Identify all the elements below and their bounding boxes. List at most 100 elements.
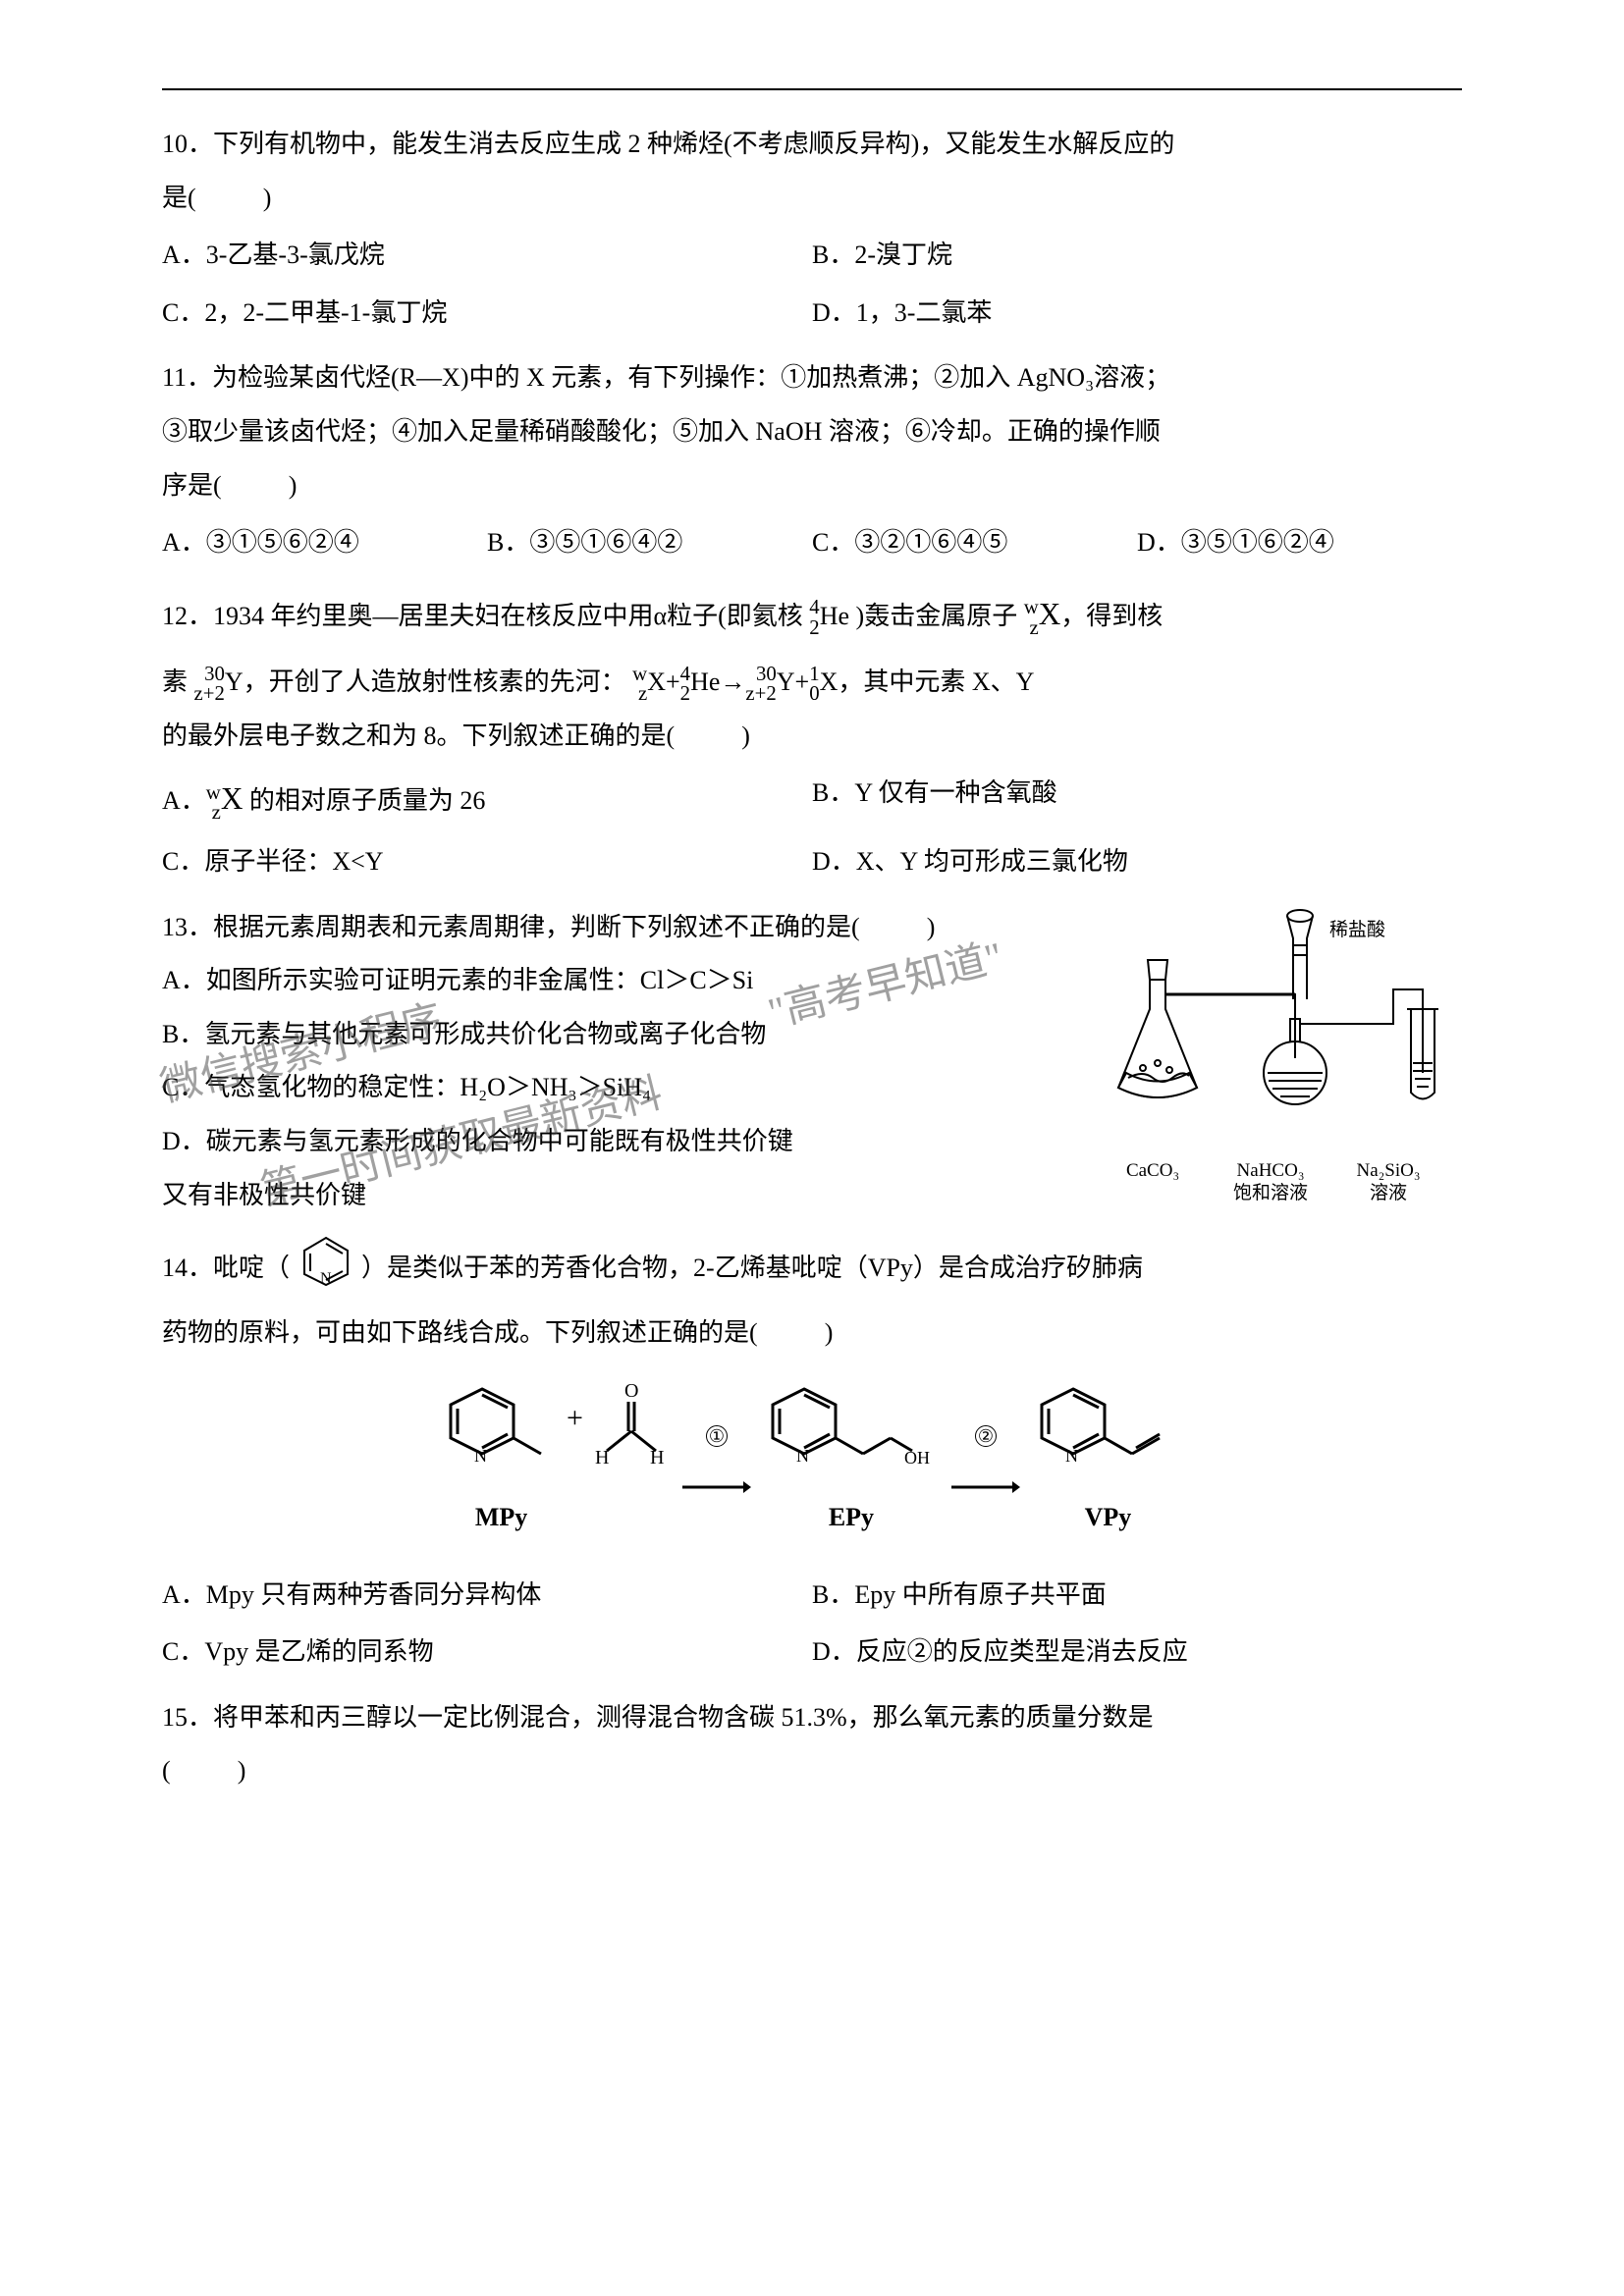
question-14: 14．吡啶（ N ）是类似于苯的芳香化合物，2-乙烯基吡啶（VPy）是合成治疗矽… xyxy=(162,1234,1462,1680)
svg-text:H: H xyxy=(650,1447,664,1466)
q10-number: 10． xyxy=(162,130,213,158)
q12-a-pre: A． xyxy=(162,786,206,815)
rxn-n: 10 xyxy=(809,665,819,706)
q11-number: 11． xyxy=(162,363,212,392)
svg-text:N: N xyxy=(474,1446,487,1466)
he-sym: He xyxy=(820,602,849,630)
q12-stem1c: ，得到核 xyxy=(1060,602,1163,630)
xa-sym: X xyxy=(221,781,244,816)
q13-opt-a: A．如图所示实验可证明元素的非金属性：Cl＞C＞Si xyxy=(162,954,1089,1008)
q14-number: 14． xyxy=(162,1254,213,1282)
q11-opt-b: B．③⑤①⑥④② xyxy=(487,516,812,570)
q11-opt-c: C．③②①⑥④⑤ xyxy=(812,516,1137,570)
q11-paren-space xyxy=(222,471,289,500)
q12-stem1b: )轰击金属原子 xyxy=(849,602,1024,630)
q15-paren-open: ( xyxy=(162,1756,171,1785)
apparatus-svg: 稀盐酸 xyxy=(1099,901,1462,1142)
q14-plus: + xyxy=(567,1402,583,1434)
svg-text:N: N xyxy=(320,1270,332,1287)
q10-opt-c: C．2，2-二甲基-1-氯丁烷 xyxy=(162,287,812,341)
rxn-he: 42 xyxy=(680,665,690,706)
rxn-x-sym: X xyxy=(647,667,666,696)
flask2-label: NaHCO₃饱和溶液 xyxy=(1207,1160,1334,1205)
flask1-label: CaCO₃ xyxy=(1099,1160,1207,1205)
question-13: 13．根据元素周期表和元素周期律，判断下列叙述不正确的是( ) A．如图所示实验… xyxy=(162,901,1462,1223)
q12-paren-close: ) xyxy=(741,721,750,750)
arrow2: ② xyxy=(951,1408,1020,1515)
mol-hcho: O H H xyxy=(589,1377,668,1544)
q14-stem1b: ）是类似于苯的芳香化合物，2-乙烯基吡啶（VPy）是合成治疗矽肺病 xyxy=(361,1254,1143,1282)
rxn-plus2: + xyxy=(795,667,810,696)
q11-opt-a: A．③①⑤⑥②④ xyxy=(162,516,487,570)
q12-stem2b: ，开创了人造放射性核素的先河： xyxy=(244,667,626,696)
nuc-xa: wz xyxy=(206,783,221,825)
q13-opt-b: B．氢元素与其他元素可形成共价化合物或离子化合物 xyxy=(162,1008,1089,1062)
q14-opt-c: C．Vpy 是乙烯的同系物 xyxy=(162,1626,812,1680)
q11-stem1: 为检验某卤代烃(R—X)中的 X 元素，有下列操作：①加热煮沸；②加入 AgNO… xyxy=(212,363,1170,392)
q12-stem3: 的最外层电子数之和为 8。下列叙述正确的是( xyxy=(162,721,675,750)
q11-stem3: 序是( xyxy=(162,471,222,500)
svg-text:N: N xyxy=(796,1446,809,1466)
q14-stem2: 药物的原料，可由如下路线合成。下列叙述正确的是( xyxy=(162,1318,758,1347)
rxn-y-sym: Y xyxy=(777,667,795,696)
q14-stem1a: 吡啶（ xyxy=(213,1254,290,1282)
q12-stem2a: 素 xyxy=(162,667,194,696)
q12-stem1a: 1934 年约里奥—居里夫妇在核反应中用α粒子(即氦核 xyxy=(213,602,809,630)
rxn-arrow: → xyxy=(720,667,745,696)
svg-text:OH: OH xyxy=(904,1448,930,1466)
q13-opt-c: C．气态氢化物的稳定性：H₂O＞NH₃＞SiH₄ xyxy=(162,1061,1089,1115)
arrow1: ① xyxy=(682,1408,751,1515)
question-10: 10．下列有机物中，能发生消去反应生成 2 种烯烃(不考虑顺反异构)，又能发生水… xyxy=(162,118,1462,340)
y-iso-sym: Y xyxy=(225,667,244,696)
q10-paren-close: ) xyxy=(263,184,272,212)
rxn-y: 30z+2 xyxy=(745,665,776,706)
q14-opt-b: B．Epy 中所有原子共平面 xyxy=(812,1569,1462,1623)
svg-text:H: H xyxy=(595,1447,609,1466)
q10-opt-b: B．2-溴丁烷 xyxy=(812,229,1462,283)
rxn-he-sym: He xyxy=(690,667,720,696)
q12-opt-d: D．X、Y 均可形成三氯化物 xyxy=(812,835,1462,889)
q12-stem2c: ，其中元素 X、Y xyxy=(838,667,1034,696)
q15-stem: 将甲苯和丙三醇以一定比例混合，测得混合物含碳 51.3%，那么氧元素的质量分数是 xyxy=(213,1703,1154,1732)
pyridine-icon: N xyxy=(297,1234,355,1307)
q13-opt-d: D．碳元素与氢元素形成的化合物中可能既有极性共价键 xyxy=(162,1115,1089,1169)
rxn-x: wz xyxy=(632,665,647,706)
q12-opt-b: B．Y 仅有一种含氧酸 xyxy=(812,767,1462,831)
q10-opt-d: D．1，3-二氯苯 xyxy=(812,287,1462,341)
q13-paren-close: ) xyxy=(927,913,936,941)
svg-text:N: N xyxy=(1065,1446,1078,1466)
q12-opt-c: C．原子半径：X<Y xyxy=(162,835,812,889)
q13-figure: 稀盐酸 CaCO₃ NaHCO₃饱和溶液 Na₂SiO₃溶液 xyxy=(1099,901,1462,1223)
nuclide-he: 42 xyxy=(809,598,819,639)
q13-opt-d2: 又有非极性共价键 xyxy=(162,1169,1089,1223)
q10-stem-b: 是( xyxy=(162,184,196,212)
q11-opt-d: D．③⑤①⑥②④ xyxy=(1137,516,1462,570)
rxn-n-sym: X xyxy=(820,667,839,696)
mol-epy: N OH EPy xyxy=(765,1377,937,1544)
q15-number: 15． xyxy=(162,1703,213,1732)
q10-stem-a: 下列有机物中，能发生消去反应生成 2 种烯烃(不考虑顺反异构)，又能发生水解反应… xyxy=(213,130,1174,158)
mol-mpy: N MPy xyxy=(443,1377,561,1544)
q12-number: 12． xyxy=(162,602,213,630)
q12-opt-a: A．wzX 的相对原子质量为 26 xyxy=(162,767,812,831)
svg-text:O: O xyxy=(624,1380,638,1402)
question-15: 15．将甲苯和丙三醇以一定比例混合，测得混合物含碳 51.3%，那么氧元素的质量… xyxy=(162,1691,1462,1798)
q13-stem: 根据元素周期表和元素周期律，判断下列叙述不正确的是( xyxy=(213,913,860,941)
flask3-label: Na₂SiO₃溶液 xyxy=(1334,1160,1442,1205)
mol-vpy: N VPy xyxy=(1034,1377,1181,1544)
question-11: 11．为检验某卤代烃(R—X)中的 X 元素，有下列操作：①加热煮沸；②加入 A… xyxy=(162,351,1462,569)
question-12: 12．1934 年约里奥—居里夫妇在核反应中用α粒子(即氦核 42He )轰击金… xyxy=(162,582,1462,889)
q15-paren-close: ) xyxy=(238,1756,246,1785)
q10-paren-space xyxy=(196,184,263,212)
q11-stem2: ③取少量该卤代烃；④加入足量稀硝酸酸化；⑤加入 NaOH 溶液；⑥冷却。正确的操… xyxy=(162,405,1462,459)
q14-paren-close: ) xyxy=(825,1318,834,1347)
nuclide-y-iso: 30z+2 xyxy=(194,665,225,706)
q14-opt-d: D．反应②的反应类型是消去反应 xyxy=(812,1626,1462,1680)
top-rule xyxy=(162,88,1462,90)
q11-paren-close: ) xyxy=(289,471,298,500)
q12-paren-space xyxy=(675,721,741,750)
q13-paren-space xyxy=(860,913,927,941)
acid-label: 稀盐酸 xyxy=(1329,919,1385,940)
q14-paren-space xyxy=(758,1318,825,1347)
q10-opt-a: A．3-乙基-3-氯戊烷 xyxy=(162,229,812,283)
